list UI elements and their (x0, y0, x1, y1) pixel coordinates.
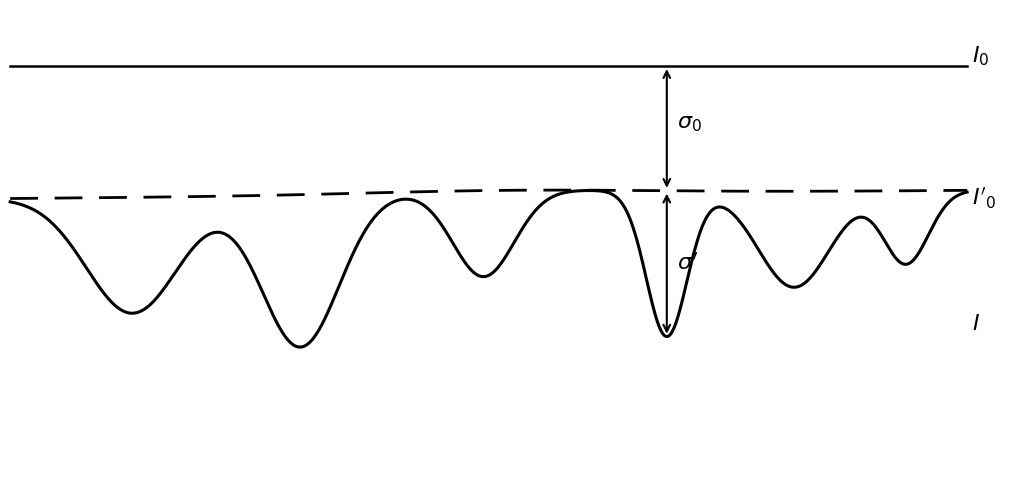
Text: $I'_0$: $I'_0$ (972, 186, 997, 211)
Text: $\sigma'$: $\sigma'$ (677, 253, 698, 275)
Text: $\sigma_0$: $\sigma_0$ (677, 113, 701, 133)
Text: $I_0$: $I_0$ (972, 45, 989, 68)
Text: $I$: $I$ (972, 314, 980, 335)
